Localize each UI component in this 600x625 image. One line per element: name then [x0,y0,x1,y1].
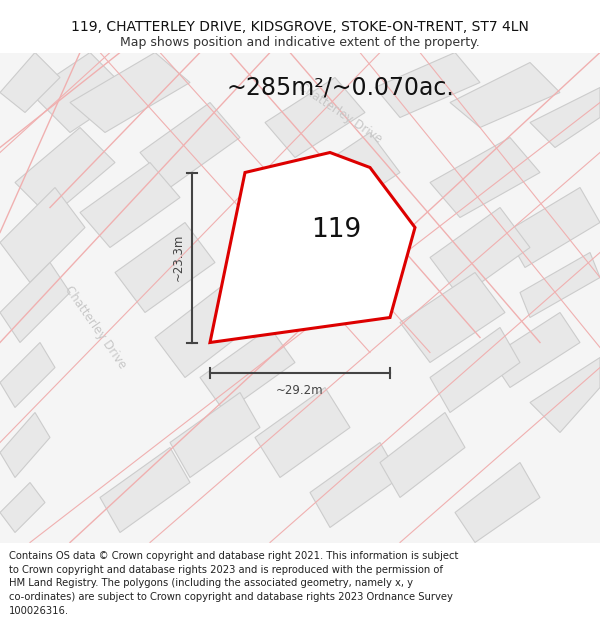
Text: Chatterley Drive: Chatterley Drive [296,80,384,145]
Polygon shape [170,392,260,478]
Text: Chatterley Drive: Chatterley Drive [62,284,128,371]
Polygon shape [520,253,600,318]
Polygon shape [0,188,85,282]
Text: 119: 119 [311,217,362,243]
Polygon shape [80,162,180,248]
Text: 119, CHATTERLEY DRIVE, KIDSGROVE, STOKE-ON-TRENT, ST7 4LN: 119, CHATTERLEY DRIVE, KIDSGROVE, STOKE-… [71,20,529,34]
Polygon shape [375,52,480,118]
Polygon shape [100,448,190,532]
Polygon shape [400,272,505,362]
Polygon shape [210,152,415,342]
Polygon shape [490,312,580,388]
Polygon shape [265,78,365,158]
Polygon shape [0,482,45,532]
Polygon shape [155,288,250,378]
Text: ~285m²/~0.070ac.: ~285m²/~0.070ac. [226,76,454,99]
Polygon shape [0,262,70,343]
Polygon shape [455,462,540,542]
Polygon shape [430,138,540,218]
Text: ~29.2m: ~29.2m [276,384,324,397]
Polygon shape [295,132,400,222]
Polygon shape [530,88,600,148]
Polygon shape [255,388,350,478]
Text: Map shows position and indicative extent of the property.: Map shows position and indicative extent… [120,36,480,49]
Polygon shape [200,328,295,412]
Polygon shape [30,52,130,132]
Polygon shape [380,412,465,498]
Text: Contains OS data © Crown copyright and database right 2021. This information is : Contains OS data © Crown copyright and d… [9,551,458,616]
Polygon shape [0,412,50,478]
Polygon shape [530,357,600,432]
Polygon shape [430,208,530,298]
Polygon shape [15,127,115,218]
Text: ~23.3m: ~23.3m [172,234,185,281]
Polygon shape [310,442,400,528]
Polygon shape [0,52,60,112]
Polygon shape [0,342,55,408]
Polygon shape [140,102,240,188]
Polygon shape [450,62,560,127]
Polygon shape [115,222,215,312]
Polygon shape [70,52,190,132]
Polygon shape [505,188,600,268]
Polygon shape [430,328,520,412]
